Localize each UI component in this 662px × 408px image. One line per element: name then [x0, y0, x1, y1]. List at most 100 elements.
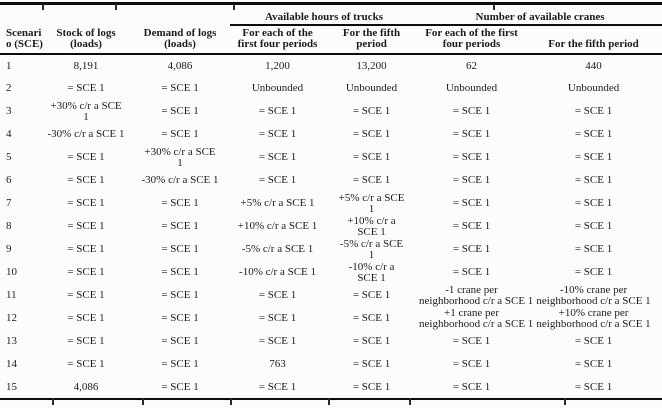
cell-cranes-first-four: = SCE 1	[452, 358, 491, 370]
cell-stock: +30% c/r a SCE 1	[50, 99, 122, 123]
cell-scenario: 9	[6, 243, 12, 255]
cell-trucks-first-four: 763	[269, 358, 286, 370]
cell-cranes-first-four: = SCE 1	[452, 266, 491, 278]
column-tick-mark	[42, 4, 44, 10]
table-row: 10 = SCE 1 = SCE 1 -10% c/r a SCE 1 -10% c/r…	[0, 261, 662, 284]
cell-demand: = SCE 1	[161, 197, 199, 209]
cell-demand: = SCE 1	[161, 289, 199, 301]
cell-demand: = SCE 1	[161, 128, 199, 140]
cell-cranes-fifth: 440	[585, 59, 602, 72]
cell-cranes-first-four: = SCE 1	[452, 128, 491, 140]
table-body: 1 8,191 4,086 1,200 13,200 62 440 2 = SCE 1 = SCE…	[0, 54, 662, 399]
cell-scenario: 3	[6, 105, 12, 117]
table-row: 1 8,191 4,086 1,200 13,200 62 440	[0, 54, 662, 77]
cell-scenario: 2	[6, 82, 12, 94]
cell-demand: = SCE 1	[161, 243, 199, 255]
cell-demand: = SCE 1	[161, 105, 199, 117]
cell-stock: = SCE 1	[67, 358, 105, 370]
cell-scenario: 13	[6, 335, 17, 347]
cell-demand: 4,086	[167, 59, 193, 72]
cell-demand: = SCE 1	[161, 312, 199, 324]
cell-trucks-fifth: = SCE 1	[352, 128, 391, 140]
cell-trucks-first-four: = SCE 1	[258, 289, 297, 301]
column-tick-mark	[52, 398, 54, 405]
cell-cranes-first-four: = SCE 1	[452, 151, 491, 163]
table-header: Available hours of trucks Number of avai…	[0, 3, 662, 55]
column-tick-mark	[230, 398, 232, 405]
cell-stock: = SCE 1	[67, 243, 105, 255]
cell-cranes-first-four: = SCE 1	[452, 220, 491, 232]
cell-cranes-first-four: = SCE 1	[452, 105, 491, 117]
table-row: 11 = SCE 1 = SCE 1 = SCE 1 = SCE 1 -1 crane p…	[0, 284, 662, 307]
cell-scenario: 11	[6, 289, 17, 301]
cell-cranes-fifth: -10% crane per neighborhood c/r a SCE 1	[536, 283, 651, 307]
table-row: 7 = SCE 1 = SCE 1 +5% c/r a SCE 1 +5% c/r a …	[0, 192, 662, 215]
cell-trucks-fifth: -10% c/r a SCE 1	[348, 260, 395, 284]
cell-cranes-first-four: = SCE 1	[452, 197, 491, 209]
cell-demand: = SCE 1	[161, 380, 199, 393]
cell-cranes-fifth: = SCE 1	[574, 105, 613, 117]
cell-stock: 4,086	[73, 380, 99, 393]
cell-scenario: 15	[6, 380, 17, 393]
cell-cranes-fifth: = SCE 1	[574, 358, 613, 370]
column-group-trucks: Available hours of trucks	[230, 3, 419, 26]
cell-trucks-first-four: = SCE 1	[258, 105, 297, 117]
column-header-demand: Demand of logs (loads)	[130, 25, 231, 55]
column-group-cranes: Number of available cranes	[418, 3, 662, 26]
cell-demand: = SCE 1	[161, 358, 199, 370]
column-header-trucks-fifth: For the fifth period	[325, 25, 419, 55]
cell-trucks-first-four: = SCE 1	[258, 174, 297, 186]
cell-scenario: 10	[6, 266, 17, 278]
cell-stock: = SCE 1	[67, 220, 105, 232]
cell-cranes-fifth: +10% crane per neighborhood c/r a SCE 1	[536, 306, 651, 330]
cell-trucks-fifth: = SCE 1	[352, 105, 391, 117]
cell-cranes-first-four: = SCE 1	[452, 174, 491, 186]
cell-scenario: 12	[6, 312, 17, 324]
cell-scenario: 6	[6, 174, 12, 186]
table-row: 9 = SCE 1 = SCE 1 -5% c/r a SCE 1 -5% c/r a …	[0, 238, 662, 261]
table-row: 8 = SCE 1 = SCE 1 +10% c/r a SCE 1 +10% c/r …	[0, 215, 662, 238]
column-tick-mark	[233, 4, 235, 10]
column-tick-mark	[409, 398, 411, 405]
column-header-cranes-first-four: For each of the first four periods	[418, 25, 526, 55]
column-group-row: Available hours of trucks Number of avai…	[0, 3, 662, 26]
cell-trucks-fifth: -5% c/r a SCE 1	[339, 237, 404, 261]
cell-cranes-first-four: = SCE 1	[452, 243, 491, 255]
table-row: 5 = SCE 1 +30% c/r a SCE 1 = SCE 1 = SCE 1 = …	[0, 146, 662, 169]
cell-stock: = SCE 1	[67, 289, 105, 301]
cell-demand: = SCE 1	[161, 220, 199, 232]
cell-trucks-fifth: +5% c/r a SCE 1	[338, 191, 405, 215]
cell-trucks-first-four: = SCE 1	[258, 151, 297, 163]
cell-trucks-first-four: +5% c/r a SCE 1	[240, 197, 315, 209]
cell-trucks-fifth: = SCE 1	[352, 380, 391, 393]
cell-stock: = SCE 1	[67, 312, 105, 324]
table-row: 13 = SCE 1 = SCE 1 = SCE 1 = SCE 1 = SCE 1 = S…	[0, 330, 662, 353]
cell-scenario: 14	[6, 358, 17, 370]
cell-stock: = SCE 1	[67, 335, 105, 347]
cell-scenario: 5	[6, 151, 12, 163]
cell-demand: +30% c/r a SCE 1	[144, 145, 216, 169]
cell-trucks-first-four: 1,200	[265, 59, 290, 72]
cell-trucks-fifth: = SCE 1	[352, 174, 391, 186]
cell-demand: = SCE 1	[161, 82, 199, 94]
cell-trucks-fifth: Unbounded	[345, 82, 398, 94]
cell-trucks-first-four: = SCE 1	[258, 128, 297, 140]
cell-trucks-fifth: = SCE 1	[352, 289, 391, 301]
cell-cranes-fifth: = SCE 1	[574, 220, 613, 232]
cell-cranes-first-four: = SCE 1	[452, 335, 491, 347]
cell-trucks-first-four: = SCE 1	[258, 380, 297, 393]
cell-cranes-fifth: = SCE 1	[574, 335, 613, 347]
cell-demand: = SCE 1	[161, 335, 199, 347]
cell-stock: = SCE 1	[67, 174, 105, 186]
cell-stock: = SCE 1	[67, 266, 105, 278]
cell-cranes-fifth: = SCE 1	[574, 197, 613, 209]
cell-trucks-first-four: Unbounded	[251, 82, 304, 94]
table-row: 2 = SCE 1 = SCE 1 Unbounded Unbounded Unbound…	[0, 77, 662, 100]
table-row: 15 4,086 = SCE 1 = SCE 1 = SCE 1 = SCE 1 = SCE…	[0, 376, 662, 399]
cell-cranes-first-four: Unbounded	[445, 82, 498, 94]
cell-cranes-first-four: -1 crane per neighborhood c/r a SCE 1	[419, 283, 534, 307]
cell-cranes-fifth: = SCE 1	[574, 266, 613, 278]
table-row: 6 = SCE 1 -30% c/r a SCE 1 = SCE 1 = SCE 1 = …	[0, 169, 662, 192]
cell-scenario: 1	[6, 59, 12, 72]
